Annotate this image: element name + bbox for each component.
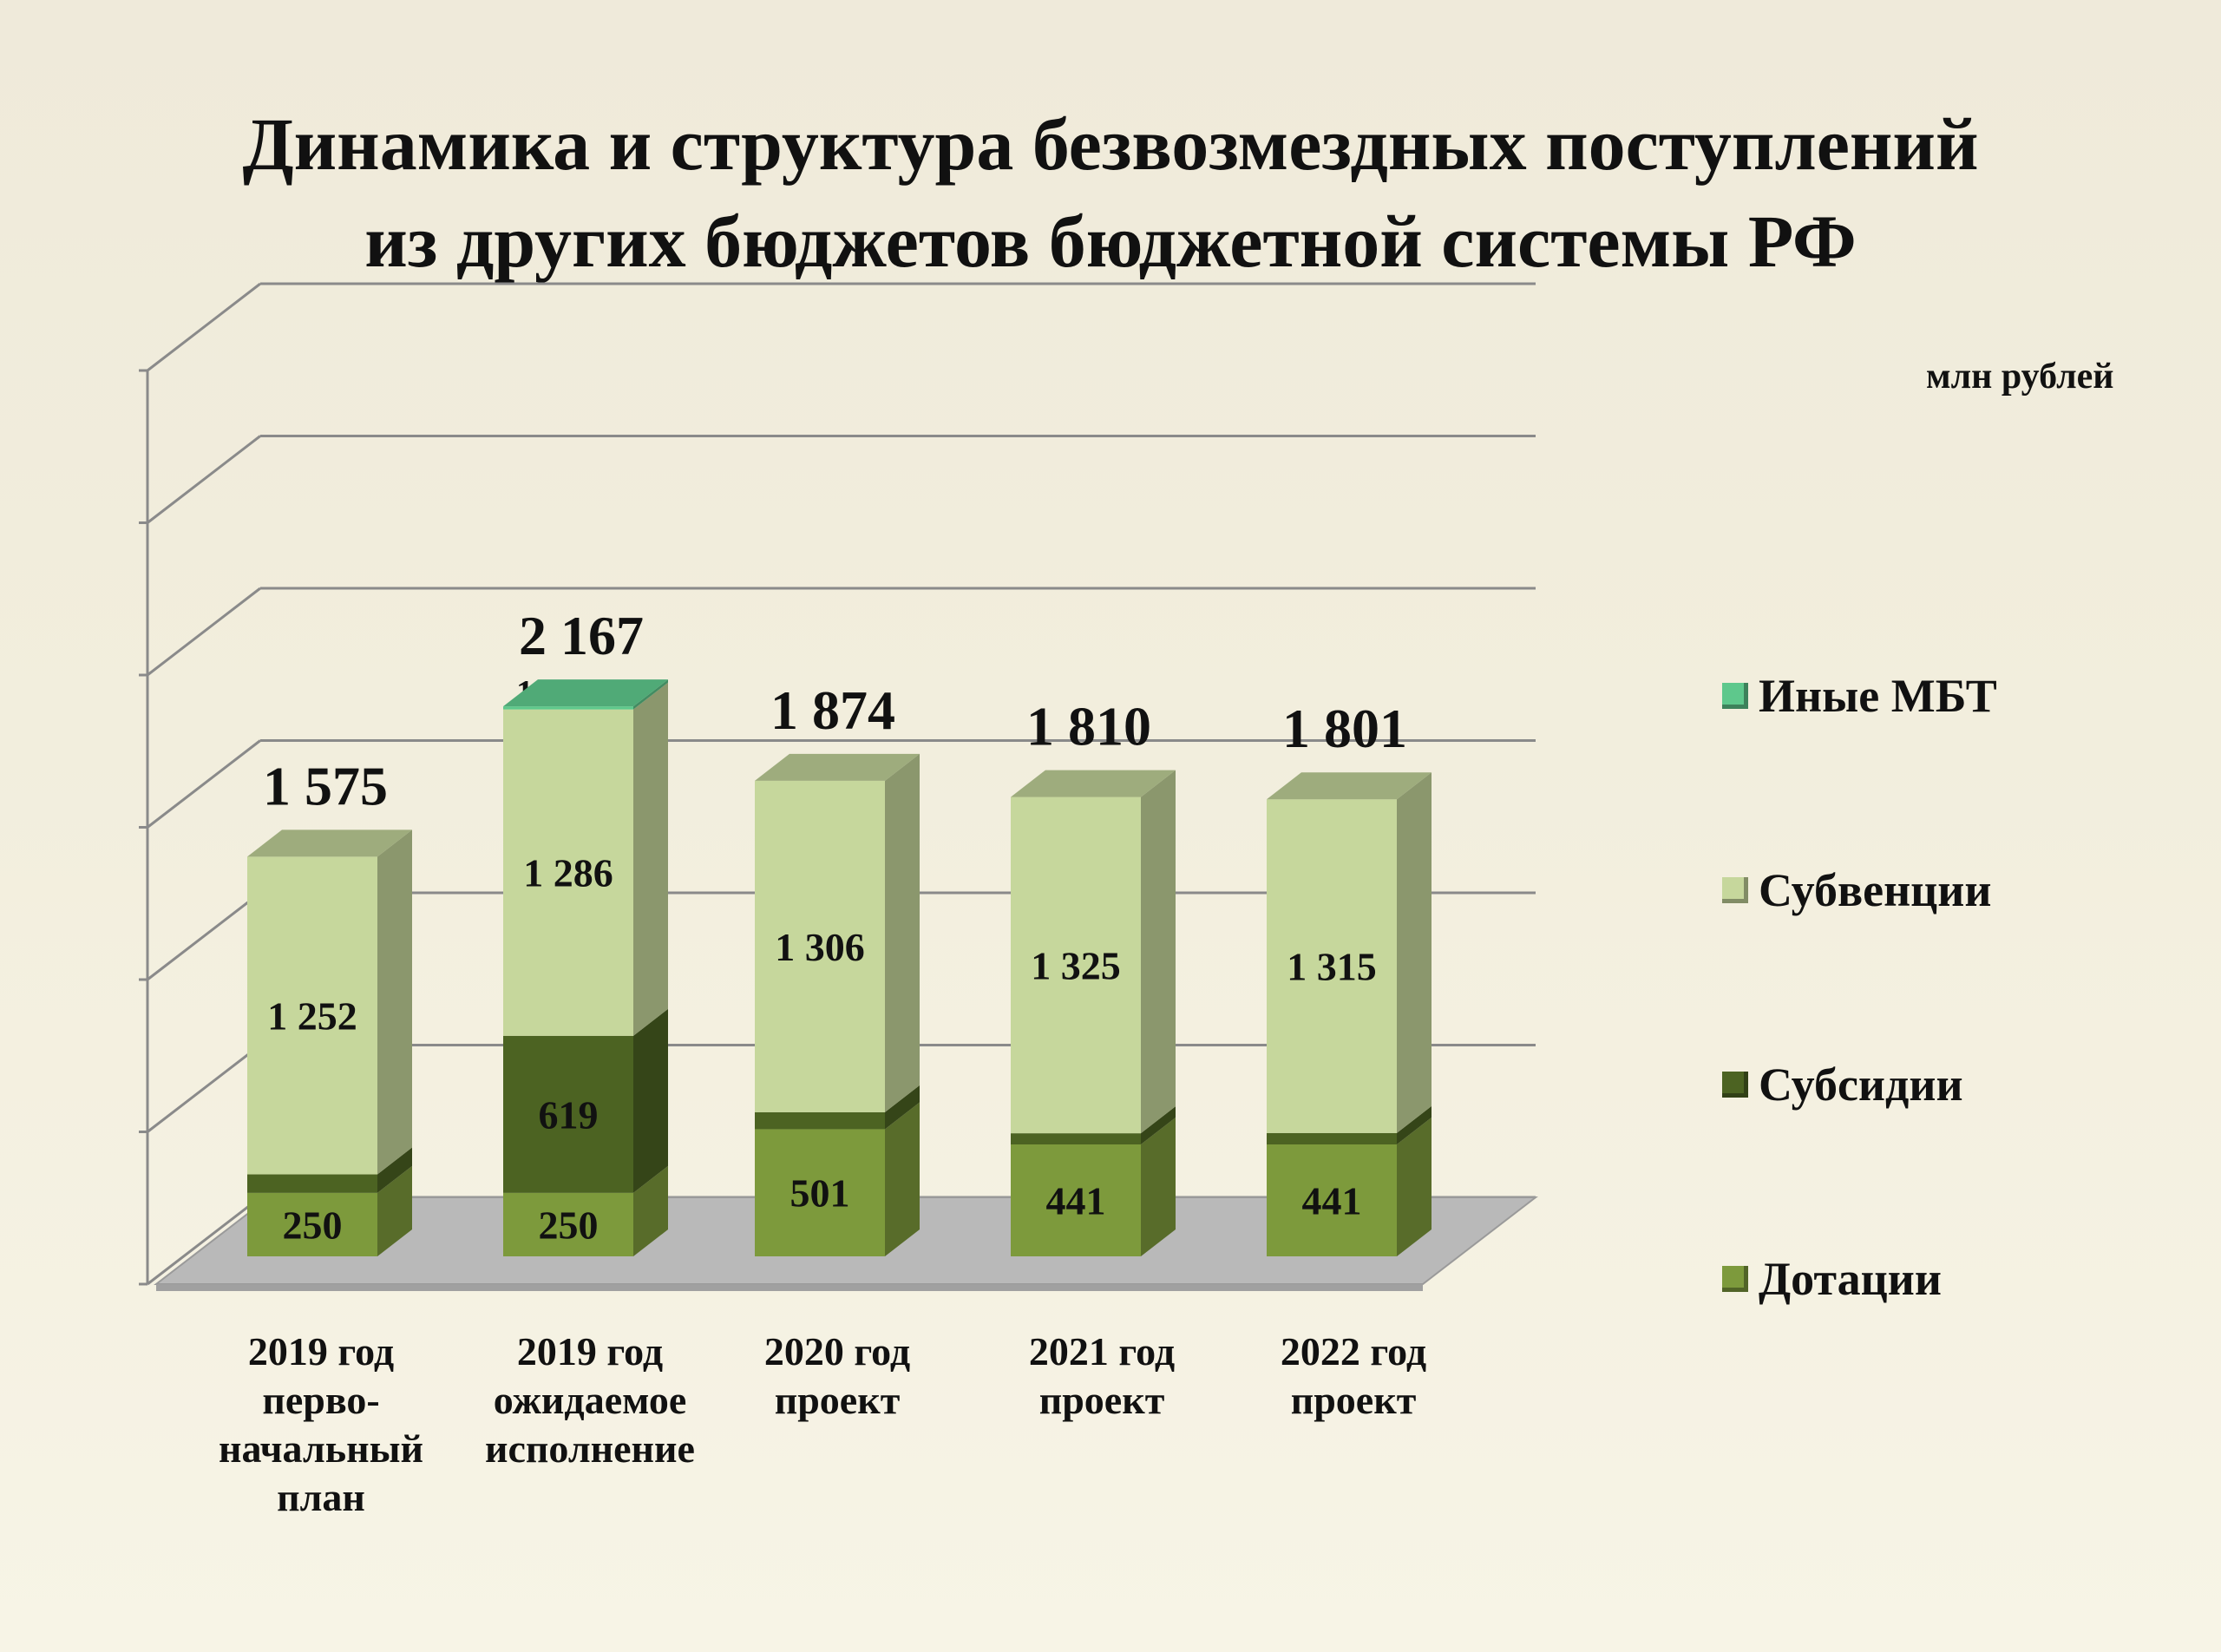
bar-side <box>1141 1106 1176 1145</box>
data-label: 619 <box>539 1092 599 1137</box>
gridline-side <box>147 891 261 981</box>
data-label: 1 286 <box>523 851 613 895</box>
data-label: 250 <box>283 1203 343 1247</box>
bar-side <box>885 1085 920 1130</box>
data-label: 1 325 <box>1031 943 1121 987</box>
data-label: 250 <box>539 1203 599 1247</box>
legend-label: Дотации <box>1759 1253 1942 1305</box>
bar-side <box>633 679 668 710</box>
bar-segment <box>503 1035 633 1193</box>
data-label: 441 <box>1302 1179 1362 1223</box>
bar-segment <box>1267 1144 1397 1256</box>
gridline-side <box>147 1196 261 1286</box>
gridline-side <box>147 435 261 524</box>
legend: Иные МБТ Субвенции Субсидии Дотации <box>1722 599 1997 1376</box>
gridline-side <box>147 739 261 829</box>
category-label: 2021 год проект <box>1028 1329 1176 1422</box>
bar-segment <box>1267 1132 1397 1145</box>
legend-label: Субсидии <box>1759 1059 1963 1111</box>
bar-side <box>377 829 412 1175</box>
category-label: 2019 год ожидаемое исполнение <box>485 1329 695 1471</box>
data-label: 1 315 <box>1287 945 1377 989</box>
bar-side <box>1141 1118 1176 1256</box>
bar-side <box>377 1147 412 1193</box>
total-label: 1 810 <box>1026 696 1151 757</box>
total-label: 1 801 <box>1282 698 1407 759</box>
legend-swatch <box>1722 877 1748 903</box>
bar-segment <box>1267 799 1397 1133</box>
bar-segment <box>247 856 377 1175</box>
legend-swatch <box>1722 683 1748 709</box>
data-label: 1 252 <box>267 993 357 1038</box>
bar-side <box>377 1165 412 1256</box>
gridline-side <box>147 282 261 372</box>
legend-label: Иные МБТ <box>1759 670 1997 722</box>
bar-top <box>503 679 668 707</box>
data-label: 441 <box>1046 1179 1106 1223</box>
bar-side <box>885 1102 920 1256</box>
category-label: 2020 год проект <box>763 1329 911 1422</box>
category-label: 2019 год перво- начальный план <box>218 1329 424 1519</box>
category-label: 2022 год проект <box>1280 1329 1427 1422</box>
bar-segment <box>503 709 633 1036</box>
legend-swatch <box>1722 1266 1748 1292</box>
gridline-side <box>147 1044 261 1133</box>
legend-item: Дотации <box>1722 1182 1997 1376</box>
bar-segment <box>755 1111 885 1130</box>
bar-side <box>633 1165 668 1256</box>
data-label: 501 <box>790 1171 850 1216</box>
bar-side <box>1397 1105 1432 1145</box>
bar-top <box>1267 772 1432 800</box>
bar-segment <box>1011 796 1141 1134</box>
floor-edge <box>156 1284 1423 1291</box>
legend-label: Субвенции <box>1759 864 1992 916</box>
total-label: 1 874 <box>770 679 895 741</box>
chart-title: Динамика и структура безвозмездных посту… <box>242 102 1979 283</box>
unit-label: млн рублей <box>1926 357 2114 397</box>
bar-top <box>1011 770 1176 797</box>
bar-segment <box>247 1192 377 1256</box>
bar-side <box>1141 770 1176 1134</box>
legend-item: Субвенции <box>1722 793 1997 987</box>
bar-segment <box>755 1129 885 1256</box>
bar-top <box>755 753 920 781</box>
bar-segment <box>1011 1133 1141 1145</box>
bar-side <box>1397 772 1432 1133</box>
legend-item: Субсидии <box>1722 987 1997 1182</box>
bar-segment <box>247 1174 377 1193</box>
total-label: 1 575 <box>263 755 388 816</box>
bar-segment <box>503 1192 633 1256</box>
gridline-side <box>147 587 261 677</box>
bar-side <box>633 682 668 1036</box>
bar-side <box>885 753 920 1112</box>
data-label: 1 306 <box>775 925 865 969</box>
legend-item: Иные МБТ <box>1722 599 1997 793</box>
bar-side <box>633 1008 668 1193</box>
bar-segment <box>1011 1144 1141 1256</box>
legend-swatch <box>1722 1072 1748 1098</box>
bar-top <box>247 829 412 857</box>
bar-side <box>1397 1118 1432 1256</box>
total-label: 2 167 <box>519 605 644 666</box>
bar-segment <box>755 780 885 1112</box>
bar-segment <box>503 706 633 710</box>
